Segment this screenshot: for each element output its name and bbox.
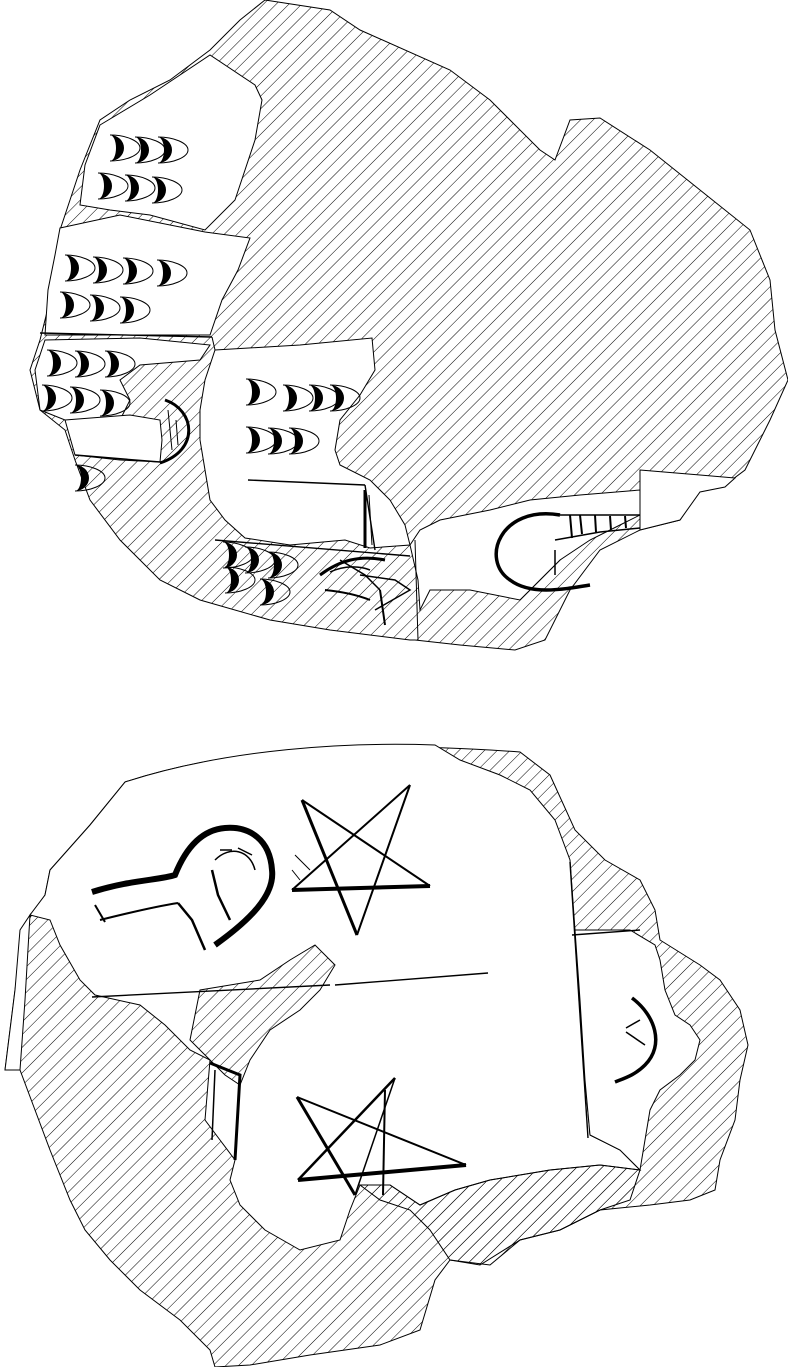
sign-half-circle <box>159 398 191 465</box>
reverse-divider-1 <box>91 984 331 998</box>
reverse-surface-right <box>574 929 701 1172</box>
reverse-view <box>4 743 749 1368</box>
obverse-surface-bottom-right <box>409 489 641 612</box>
obverse-surface-upper <box>79 54 263 231</box>
sign-curved-right <box>614 996 658 1084</box>
reverse-divider-3 <box>569 861 589 1139</box>
obverse-divider-2 <box>247 479 366 486</box>
reverse-surface-left-edge <box>4 913 31 1071</box>
reverse-divider-2 <box>334 972 489 986</box>
obverse-divider-4 <box>74 454 161 463</box>
sign-star-lower <box>295 1077 467 1196</box>
reverse-damage-lower <box>358 1164 641 1266</box>
sign-vertical-wedge <box>209 1061 242 1161</box>
obverse-divider-6 <box>414 539 419 641</box>
sign-head <box>91 824 276 951</box>
obverse-divider-1 <box>39 332 213 338</box>
obverse-divider-7 <box>211 336 216 351</box>
sign-half-circle-ticks <box>167 409 179 451</box>
reverse-divider-4 <box>571 929 641 936</box>
sign-frame <box>494 512 641 592</box>
obverse-divider-3 <box>214 539 411 557</box>
obverse-right-chunk <box>639 469 737 531</box>
sign-star-upper <box>291 784 431 936</box>
sign-complex-glyph <box>319 556 412 626</box>
obverse-view <box>29 0 788 651</box>
sign-tall-bar <box>363 490 373 548</box>
